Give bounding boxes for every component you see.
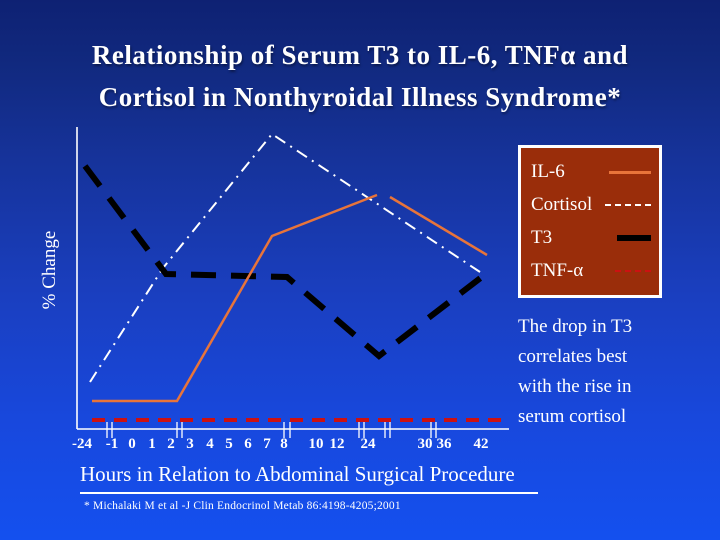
- side-note-line4: serum cortisol: [518, 406, 627, 427]
- x-tick-label--24: -24: [72, 436, 92, 452]
- x-tick-label-6: 6: [244, 436, 252, 452]
- legend-item-tnf-alpha: TNF-α: [531, 260, 651, 282]
- tnf-alpha-line-swatch-icon: [615, 270, 651, 272]
- slide-title-line1: Relationship of Serum T3 to IL-6, TNFα a…: [91, 40, 629, 70]
- x-tick-label-5: 5: [225, 436, 233, 452]
- x-tick-label-24: 24: [360, 436, 376, 452]
- x-tick-label-0: 0: [128, 436, 136, 452]
- side-note-line2: correlates best: [518, 346, 628, 367]
- x-tick-label-42: 42: [473, 436, 489, 452]
- series-line-il-6: [92, 193, 378, 403]
- x-tick-label-12: 12: [329, 436, 345, 452]
- legend-label-tnf-alpha: TNF-α: [531, 260, 584, 281]
- slide-title-line2: Cortisol in Nonthyroidal Illness Syndrom…: [98, 82, 622, 112]
- footnote-citation: * Michalaki M et al -J Clin Endocrinol M…: [84, 500, 401, 512]
- x-tick-label-36: 36: [436, 436, 452, 452]
- side-note: The drop in T3 correlates best with the …: [518, 312, 693, 432]
- slide-title: Relationship of Serum T3 to IL-6, TNFα a…: [0, 34, 720, 118]
- x-tick-label-7: 7: [263, 436, 271, 452]
- series-line-cortisol: [89, 132, 481, 383]
- il6-line-swatch-icon: [609, 170, 651, 174]
- legend-item-cortisol: Cortisol: [531, 194, 651, 216]
- x-tick-label-1: 1: [148, 436, 156, 452]
- legend-item-il6: IL-6: [531, 161, 651, 183]
- x-axis-title: Hours in Relation to Abdominal Surgical …: [80, 462, 538, 494]
- x-tick-label-4: 4: [206, 436, 214, 452]
- side-note-line3: with the rise in: [518, 376, 632, 397]
- t3-line-swatch-icon: [617, 235, 651, 241]
- legend-item-t3: T3: [531, 227, 651, 249]
- x-tick-label-8: 8: [280, 436, 288, 452]
- x-tick-label-2: 2: [167, 436, 175, 452]
- side-note-line1: The drop in T3: [518, 316, 633, 337]
- legend-label-t3: T3: [531, 227, 553, 248]
- legend-label-il6: IL-6: [531, 161, 565, 182]
- x-tick-label-10: 10: [308, 436, 324, 452]
- x-tick-label-3: 3: [186, 436, 194, 452]
- series-line-t3: [82, 164, 489, 360]
- x-tick-label--1: -1: [105, 436, 119, 452]
- x-tick-label-30: 30: [417, 436, 433, 452]
- legend-label-cortisol: Cortisol: [531, 194, 593, 215]
- series-line-il-6: [389, 195, 488, 257]
- legend-box: IL-6 Cortisol T3 TNF-α: [518, 145, 662, 298]
- cortisol-line-swatch-icon: [605, 204, 651, 206]
